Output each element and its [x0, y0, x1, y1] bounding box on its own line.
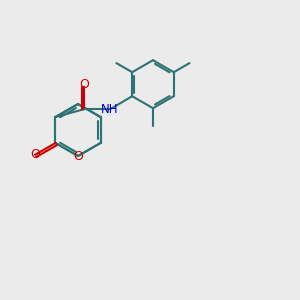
Text: O: O — [30, 148, 40, 161]
Text: NH: NH — [101, 103, 119, 116]
Text: O: O — [79, 78, 89, 91]
Text: O: O — [73, 151, 83, 164]
